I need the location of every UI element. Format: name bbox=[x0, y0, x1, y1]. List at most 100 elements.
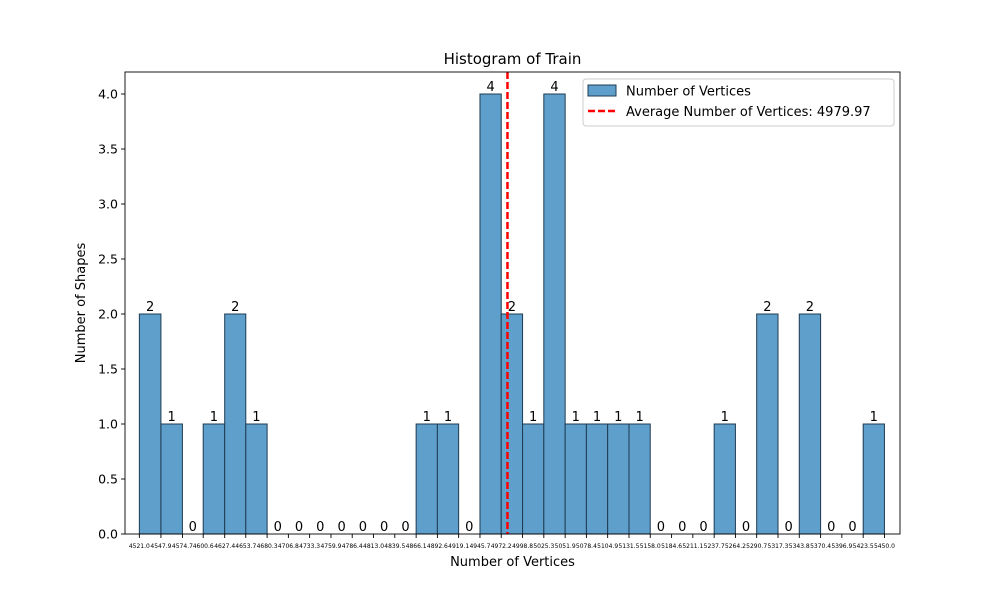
histogram-bar bbox=[798, 313, 822, 535]
bar-count-label: 0 bbox=[742, 520, 750, 535]
bar-count-label: 0 bbox=[380, 520, 388, 535]
x-tick-label: 5423.5 bbox=[853, 543, 874, 550]
bar-count-label: 0 bbox=[274, 520, 282, 535]
x-tick-label: 4972.2 bbox=[491, 543, 512, 550]
x-tick-label: 4706.8 bbox=[278, 543, 299, 550]
x-tick-label: 4892.6 bbox=[427, 543, 448, 550]
x-tick-label: 5078.4 bbox=[576, 543, 597, 550]
histogram-bar bbox=[564, 423, 587, 535]
histogram-bar bbox=[138, 313, 162, 535]
y-axis-label: Number of Shapes bbox=[74, 243, 89, 364]
bar-count-label: 1 bbox=[635, 410, 643, 425]
histogram-bar bbox=[585, 423, 609, 535]
y-tick-label: 2.0 bbox=[98, 307, 118, 322]
histogram-bar bbox=[202, 423, 226, 535]
histogram-bar bbox=[415, 423, 438, 535]
bar-count-label: 4 bbox=[486, 80, 494, 95]
x-tick-label: 4600.6 bbox=[193, 543, 214, 550]
x-tick-label: 4547.9 bbox=[150, 543, 171, 550]
x-tick-label: 4919.1 bbox=[448, 543, 469, 550]
legend-swatch-bars bbox=[587, 84, 617, 97]
x-tick-label: 5290.7 bbox=[746, 543, 767, 550]
plot-frame bbox=[124, 71, 901, 535]
bar-count-label: 1 bbox=[572, 410, 580, 425]
x-tick-label: 5343.8 bbox=[789, 543, 810, 550]
bar-count-label: 0 bbox=[678, 520, 686, 535]
histogram-bar bbox=[713, 423, 736, 535]
y-tick-label: 1.0 bbox=[98, 417, 118, 432]
x-tick-label: 4998.8 bbox=[512, 543, 533, 550]
x-tick-label: 5158.0 bbox=[640, 543, 661, 550]
histogram-bar bbox=[500, 313, 524, 535]
bar-count-label: 1 bbox=[423, 410, 431, 425]
x-tick-label: 4521.0 bbox=[129, 543, 150, 550]
x-tick-label: 4680.3 bbox=[257, 543, 278, 550]
x-tick-label: 5237.7 bbox=[704, 543, 725, 550]
legend: Number of Vertices Average Number of Ver… bbox=[582, 78, 895, 127]
bar-count-label: 2 bbox=[146, 300, 154, 315]
histogram-bar bbox=[628, 423, 651, 535]
bar-count-label: 2 bbox=[508, 300, 516, 315]
bar-count-label: 0 bbox=[827, 520, 835, 535]
bar-count-label: 2 bbox=[806, 300, 814, 315]
x-tick-label: 4759.9 bbox=[320, 543, 341, 550]
bar-count-label: 0 bbox=[189, 520, 197, 535]
bar-count-label: 0 bbox=[848, 520, 856, 535]
y-tick-label: 0.5 bbox=[98, 472, 118, 487]
x-tick-label: 4813.0 bbox=[363, 543, 384, 550]
x-tick-label: 5211.1 bbox=[682, 543, 703, 550]
x-tick-label: 5317.3 bbox=[768, 543, 789, 550]
x-tick-label: 4733.3 bbox=[299, 543, 320, 550]
legend-label-bars: Number of Vertices bbox=[626, 85, 751, 100]
x-tick-label: 5184.6 bbox=[661, 543, 682, 550]
x-tick-label: 5131.5 bbox=[618, 543, 639, 550]
histogram-bar bbox=[479, 93, 502, 535]
bar-count-label: 0 bbox=[699, 520, 707, 535]
y-tick-label: 3.5 bbox=[98, 142, 118, 157]
y-tick-label: 2.5 bbox=[98, 252, 118, 267]
histogram-bar bbox=[543, 93, 566, 535]
y-tick-label: 1.5 bbox=[98, 362, 118, 377]
histogram-bar bbox=[245, 423, 268, 535]
x-tick-label: 5104.9 bbox=[597, 543, 618, 550]
bar-count-label: 0 bbox=[316, 520, 324, 535]
legend-label-average-line: Average Number of Vertices: 4979.97 bbox=[626, 105, 871, 120]
x-tick-label: 5025.3 bbox=[533, 543, 554, 550]
bar-count-label: 4 bbox=[550, 80, 558, 95]
x-tick-label: 5051.9 bbox=[555, 543, 576, 550]
bar-count-label: 1 bbox=[252, 410, 260, 425]
bar-count-label: 0 bbox=[657, 520, 665, 535]
chart-title: Histogram of Train bbox=[444, 50, 582, 68]
bar-count-label: 0 bbox=[359, 520, 367, 535]
bar-count-label: 1 bbox=[870, 410, 878, 425]
bar-count-label: 1 bbox=[529, 410, 537, 425]
bar-count-label: 2 bbox=[231, 300, 239, 315]
histogram-bar bbox=[160, 423, 183, 535]
bar-count-label: 0 bbox=[295, 520, 303, 535]
x-tick-label: 4839.5 bbox=[384, 543, 405, 550]
x-tick-label: 4786.4 bbox=[342, 543, 363, 550]
x-tick-label: 4866.1 bbox=[406, 543, 427, 550]
x-axis-label: Number of Vertices bbox=[450, 555, 575, 570]
bar-count-label: 0 bbox=[401, 520, 409, 535]
x-tick-label: 4574.7 bbox=[172, 543, 193, 550]
y-tick-label: 3.0 bbox=[98, 197, 118, 212]
histogram-bar bbox=[522, 423, 545, 535]
bar-count-label: 0 bbox=[465, 520, 473, 535]
x-axis: 4521.0 4547.9 4574.7 4600.6 4627.4 4653.7 4680… bbox=[129, 534, 895, 550]
histogram-bar bbox=[862, 423, 885, 535]
y-tick-label: 0.0 bbox=[98, 527, 118, 542]
x-tick-label: 5264.2 bbox=[725, 543, 746, 550]
histogram-bar bbox=[436, 423, 460, 535]
x-tick-label: 4945.7 bbox=[469, 543, 490, 550]
x-tick-label: 4627.4 bbox=[214, 543, 235, 550]
bar-count-label: 1 bbox=[168, 410, 176, 425]
histogram-bar bbox=[756, 313, 779, 535]
bar-count-label: 1 bbox=[210, 410, 218, 425]
x-tick-label: 4653.7 bbox=[235, 543, 256, 550]
bar-count-label: 1 bbox=[444, 410, 452, 425]
legend-box bbox=[582, 78, 895, 127]
bar-count-label: 1 bbox=[721, 410, 729, 425]
